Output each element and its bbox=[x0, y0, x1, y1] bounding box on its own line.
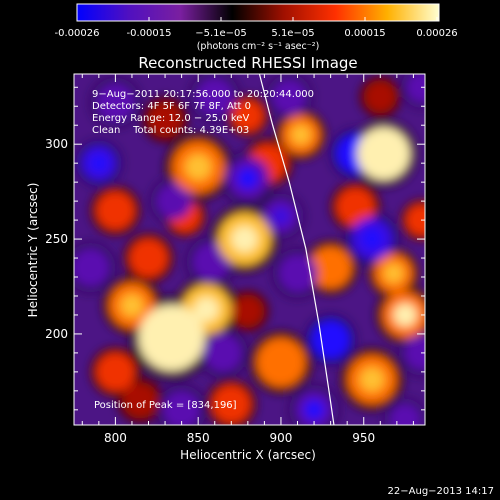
x-axis-label: Heliocentric X (arcsec) bbox=[180, 448, 316, 462]
x-axis-ticks: 800 850 900 950 bbox=[81, 74, 414, 445]
x-tick-label: 950 bbox=[352, 431, 375, 445]
heatmap-blob-core bbox=[120, 293, 144, 318]
y-axis-label: Heliocentric Y (arcsec) bbox=[26, 183, 40, 318]
heatmap-blob-core bbox=[231, 225, 258, 253]
heatmap-blob bbox=[231, 99, 265, 133]
y-tick-label: 250 bbox=[45, 232, 68, 246]
annotation-detectors: Detectors: 4F 5F 6F 7F 8F, Att 0 bbox=[92, 101, 251, 112]
heatmap-blob-core bbox=[184, 153, 212, 181]
heatmap-blob-core bbox=[89, 154, 108, 173]
heatmap-blob bbox=[128, 238, 169, 278]
plot-frame bbox=[73, 73, 426, 426]
colorbar-tick-0: -0.00026 bbox=[55, 28, 100, 39]
colorbar-tick-1: -0.00015 bbox=[127, 28, 172, 39]
heatmap-blob bbox=[191, 241, 232, 282]
colorbar-tick-4: 0.00015 bbox=[344, 28, 385, 39]
heatmap-blob-core bbox=[271, 207, 291, 226]
heatmap-blob bbox=[405, 74, 425, 104]
colorbar-tick-5: 0.00026 bbox=[416, 28, 457, 39]
heatmap-blob bbox=[277, 253, 318, 294]
heatmap-blob bbox=[271, 78, 308, 115]
heatmap-blob bbox=[388, 402, 422, 425]
y-tick-label: 300 bbox=[45, 137, 68, 151]
heatmap-blob bbox=[211, 384, 252, 424]
heatmap-blob-core bbox=[320, 329, 341, 350]
colorbar-ticks bbox=[76, 17, 438, 21]
colorbar-tick-2: −5.1e−05 bbox=[195, 28, 247, 39]
heatmap-blob bbox=[161, 389, 202, 425]
heatmap-blob-core bbox=[237, 167, 259, 190]
heatmap-blob bbox=[194, 76, 235, 117]
heatmap-blob bbox=[122, 382, 159, 419]
heatmap-blob-core bbox=[290, 124, 311, 145]
annotation-time: 9−Aug−2011 20:17:56.000 to 20:20:44.000 bbox=[92, 89, 314, 100]
heatmap-blob-core bbox=[304, 399, 325, 420]
heatmap-blob bbox=[403, 334, 425, 372]
colorbar-units: (photons cm⁻² s⁻¹ asec⁻²) bbox=[197, 41, 320, 52]
footer-timestamp: 22−Aug−2013 14:17 bbox=[388, 486, 494, 497]
heatmap-blob bbox=[95, 352, 136, 392]
annotation-energy: Energy Range: 12.0 − 25.0 keV bbox=[92, 113, 249, 124]
heatmap-blob bbox=[95, 82, 136, 123]
colorbar bbox=[76, 3, 440, 22]
heatmap-blob bbox=[363, 80, 397, 114]
heatmap-blob-core bbox=[393, 303, 417, 327]
heatmap-blob bbox=[231, 294, 265, 328]
chart-title: Reconstructed RHESSI Image bbox=[138, 54, 357, 72]
annotation-clean: Clean Total counts: 4.39E+03 bbox=[92, 125, 249, 136]
heatmap-blob-core bbox=[383, 263, 404, 284]
heatmap-blob bbox=[146, 101, 184, 138]
heatmap-blob bbox=[405, 203, 425, 237]
heatmap-blob-core bbox=[155, 321, 189, 355]
x-tick-label: 850 bbox=[187, 431, 210, 445]
heatmap-blob-core bbox=[361, 228, 383, 250]
heatmap-blob-core bbox=[370, 140, 397, 167]
heatmap-blob bbox=[335, 186, 376, 227]
heatmap-field bbox=[74, 74, 425, 425]
colorbar-tick-3: 5.1e−05 bbox=[271, 28, 314, 39]
heatmap-blob bbox=[95, 190, 136, 231]
heatmap-blob bbox=[155, 182, 192, 220]
heatmap-blob bbox=[74, 247, 111, 288]
heatmap-blob-core bbox=[359, 367, 385, 392]
heatmap-blob-core bbox=[194, 296, 219, 322]
peak-label: Position of Peak = [834,196] bbox=[94, 400, 237, 411]
heatmap-blob bbox=[203, 333, 243, 373]
solar-limb-curve bbox=[258, 74, 335, 425]
y-tick-label: 200 bbox=[45, 327, 68, 341]
x-tick-label: 800 bbox=[104, 431, 127, 445]
y-axis-ticks: 200 250 300 bbox=[45, 86, 425, 411]
x-tick-label: 900 bbox=[270, 431, 293, 445]
heatmap-blob bbox=[309, 246, 353, 290]
heatmap-blob bbox=[256, 337, 306, 388]
